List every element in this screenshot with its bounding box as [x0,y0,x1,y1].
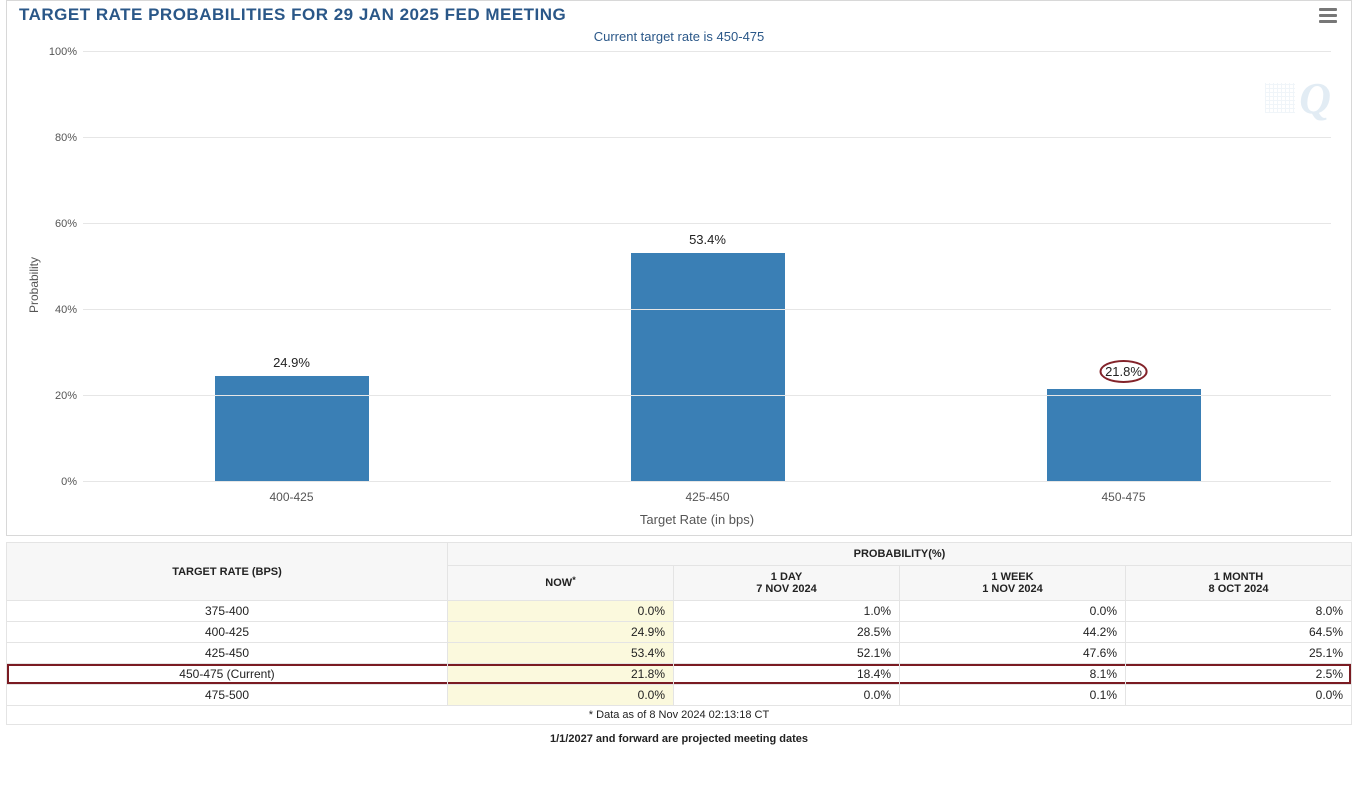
cell-now: 0.0% [448,601,673,621]
cell-rate-label: 475-500 [7,685,447,705]
y-tick-label: 100% [43,46,77,58]
y-axis-title: Probability [25,257,43,313]
x-axis-title: Target Rate (in bps) [43,512,1351,527]
cell-value: 0.0% [674,685,899,705]
gridline [83,395,1331,396]
cell-value: 18.4% [674,664,899,684]
col-prob-header: PROBABILITY(%) [448,543,1351,565]
cell-value: 64.5% [1126,622,1351,642]
projection-note: 1/1/2027 and forward are projected meeti… [0,727,1358,751]
gridline [83,223,1331,224]
cell-rate-label: 400-425 [7,622,447,642]
table-row: 425-45053.4%52.1%47.6%25.1% [7,643,1351,663]
gridline [83,51,1331,52]
cell-rate-label: 375-400 [7,601,447,621]
cell-value: 25.1% [1126,643,1351,663]
cell-value: 28.5% [674,622,899,642]
col-now-header: NOW* [448,566,673,600]
bar[interactable] [1046,388,1202,482]
gridline [83,481,1331,482]
plot-area: 24.9%400-42553.4%425-45021.8%450-475 0%2… [83,52,1331,482]
cell-value: 44.2% [900,622,1125,642]
y-tick-label: 20% [43,390,77,402]
chart-subtitle: Current target rate is 450-475 [7,29,1351,44]
cell-value: 8.1% [900,664,1125,684]
cell-now: 53.4% [448,643,673,663]
gridline [83,137,1331,138]
cell-value: 0.0% [1126,685,1351,705]
cell-rate-label: 450-475 (Current) [7,664,447,684]
bar-value-label: 24.9% [232,355,352,370]
table-footnote: * Data as of 8 Nov 2024 02:13:18 CT [7,706,1351,724]
table-row: 400-42524.9%28.5%44.2%64.5% [7,622,1351,642]
cell-value: 0.1% [900,685,1125,705]
cell-value: 8.0% [1126,601,1351,621]
bar-value-label: 53.4% [648,232,768,247]
x-tick-label: 425-450 [648,490,768,504]
table-row: 375-4000.0%1.0%0.0%8.0% [7,601,1351,621]
chart-menu-icon[interactable] [1317,5,1339,25]
y-tick-label: 60% [43,218,77,230]
cell-value: 2.5% [1126,664,1351,684]
cell-value: 47.6% [900,643,1125,663]
bar-slot: 21.8%450-475 [1123,52,1124,482]
bar[interactable] [214,375,370,482]
chart-title: TARGET RATE PROBABILITIES FOR 29 JAN 202… [19,5,566,25]
period-header: 1 WEEK1 NOV 2024 [900,566,1125,600]
x-tick-label: 400-425 [232,490,352,504]
col-rate-header: TARGET RATE (BPS) [7,543,447,600]
cell-now: 21.8% [448,664,673,684]
x-tick-label: 450-475 [1064,490,1184,504]
y-tick-label: 0% [43,476,77,488]
cell-now: 24.9% [448,622,673,642]
bar-slot: 53.4%425-450 [707,52,708,482]
cell-value: 52.1% [674,643,899,663]
cell-now: 0.0% [448,685,673,705]
probability-table: TARGET RATE (BPS) PROBABILITY(%) NOW* 1 … [6,542,1352,725]
chart-panel: TARGET RATE PROBABILITIES FOR 29 JAN 202… [6,0,1352,536]
table-row: 475-5000.0%0.0%0.1%0.0% [7,685,1351,705]
cell-value: 1.0% [674,601,899,621]
period-header: 1 MONTH8 OCT 2024 [1126,566,1351,600]
bar-value-label: 21.8% [1099,360,1148,383]
cell-value: 0.0% [900,601,1125,621]
table-row: 450-475 (Current)21.8%18.4%8.1%2.5% [7,664,1351,684]
cell-rate-label: 425-450 [7,643,447,663]
bar-slot: 24.9%400-425 [291,52,292,482]
gridline [83,309,1331,310]
y-tick-label: 80% [43,132,77,144]
y-tick-label: 40% [43,304,77,316]
bar[interactable] [630,252,786,482]
period-header: 1 DAY7 NOV 2024 [674,566,899,600]
